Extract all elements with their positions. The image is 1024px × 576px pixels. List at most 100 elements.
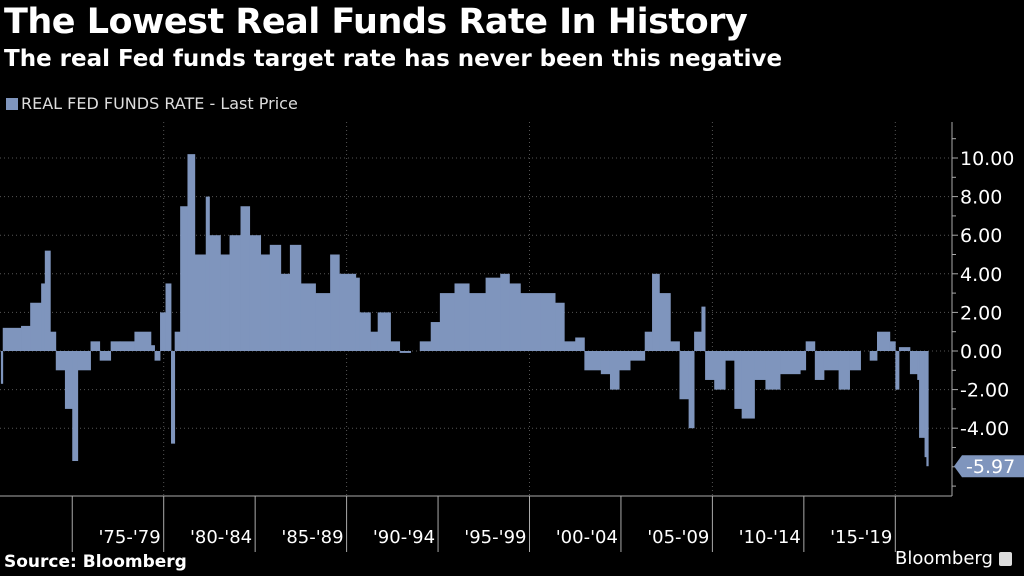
x-tick-label: '85-'89: [281, 527, 343, 548]
data-bar: [919, 351, 925, 438]
data-bar: [280, 273, 291, 351]
data-bar: [555, 302, 565, 351]
data-bar: [659, 293, 671, 351]
data-bar: [917, 351, 920, 380]
data-bar: [805, 341, 816, 351]
data-bar: [877, 331, 891, 351]
data-bar: [229, 235, 241, 351]
data-bar: [419, 341, 432, 351]
data-bar: [540, 293, 556, 351]
data-bar: [895, 351, 900, 390]
chart-icon: [998, 551, 1012, 566]
data-bar: [240, 206, 251, 351]
data-bar: [800, 351, 807, 371]
data-bar: [370, 331, 379, 351]
source-note: Source: Bloomberg: [4, 552, 187, 572]
data-bar: [154, 351, 161, 361]
data-bar: [741, 351, 755, 419]
data-bar: [644, 331, 653, 351]
data-bar: [439, 293, 455, 351]
data-bar: [72, 351, 79, 462]
data-bar: [21, 325, 31, 351]
data-bar: [725, 351, 735, 361]
data-bar: [838, 351, 850, 390]
data-bar: [300, 283, 316, 351]
data-bar: [315, 293, 331, 351]
data-bar: [119, 341, 135, 351]
x-tick-label: '15-'19: [830, 527, 892, 548]
data-bar: [390, 341, 401, 351]
data-bar: [619, 351, 631, 371]
data-bar: [814, 351, 825, 380]
data-bar: [765, 351, 781, 390]
y-tick-label: 0.00: [960, 341, 1002, 363]
legend-swatch: [6, 97, 18, 110]
data-bar: [701, 306, 706, 351]
y-tick-label: 10.00: [960, 148, 1014, 170]
data-bar: [924, 351, 927, 458]
last-value-tag: [954, 455, 1024, 478]
data-bar: [64, 351, 73, 409]
data-bar: [780, 351, 801, 375]
brand-name: Bloomberg: [895, 548, 993, 569]
chart-title: The Lowest Real Funds Rate In History: [4, 2, 748, 42]
data-bar: [734, 351, 743, 409]
data-bar: [44, 250, 51, 351]
data-bar: [249, 235, 262, 351]
y-tick-label: 8.00: [960, 187, 1002, 209]
data-bar: [90, 341, 101, 351]
x-tick-label: '75-'79: [98, 527, 160, 548]
data-bar: [714, 351, 726, 390]
data-bar: [330, 254, 340, 351]
data-bar: [209, 235, 221, 351]
data-bar: [898, 347, 911, 351]
y-tick-label: 4.00: [960, 264, 1002, 286]
data-bar: [55, 351, 66, 371]
data-bar: [469, 293, 487, 351]
legend: REAL FED FUNDS RATE - Last Price: [6, 94, 298, 113]
y-tick-label: -2.00: [960, 380, 1009, 402]
data-bar: [355, 277, 360, 351]
data-bar: [205, 196, 210, 351]
legend-label: REAL FED FUNDS RATE - Last Price: [21, 94, 298, 113]
data-bar: [377, 312, 391, 351]
y-tick-label: -4.00: [960, 418, 1009, 440]
x-tick-label: '10-'14: [739, 527, 801, 548]
x-tick-label: '00-'04: [556, 527, 618, 548]
data-bar: [77, 351, 91, 371]
data-bar: [600, 351, 611, 375]
x-tick-label: '95-'99: [464, 527, 526, 548]
data-bar: [187, 154, 196, 351]
data-bar: [269, 244, 282, 351]
x-tick-label: '05-'09: [647, 527, 709, 548]
data-bar: [150, 345, 155, 351]
data-bar: [110, 341, 121, 351]
data-bar: [180, 206, 188, 351]
data-bar: [339, 273, 357, 351]
data-bar: [134, 331, 152, 351]
data-bar: [99, 351, 112, 361]
data-bar: [705, 351, 715, 380]
data-bar: [260, 254, 271, 351]
data-bar: [754, 351, 766, 380]
chart-subtitle: The real Fed funds target rate has never…: [4, 46, 783, 72]
data-bar: [41, 283, 46, 351]
data-bar: [889, 341, 896, 351]
brand-logo: Bloomberg: [895, 548, 1012, 569]
data-bar: [823, 351, 840, 371]
data-bar: [694, 331, 702, 351]
data-bar: [454, 283, 470, 351]
data-bar: [849, 351, 861, 371]
data-bar: [174, 331, 181, 351]
data-bar: [564, 341, 576, 351]
data-bar: [670, 341, 680, 351]
last-value-label: -5.97: [966, 456, 1015, 478]
data-bar: [909, 351, 918, 375]
data-bar: [30, 302, 42, 351]
data-bar: [171, 351, 176, 444]
data-bar: [688, 351, 695, 429]
data-bar: [630, 351, 646, 361]
data-bar: [194, 254, 207, 351]
x-tick-label: '90-'94: [373, 527, 435, 548]
